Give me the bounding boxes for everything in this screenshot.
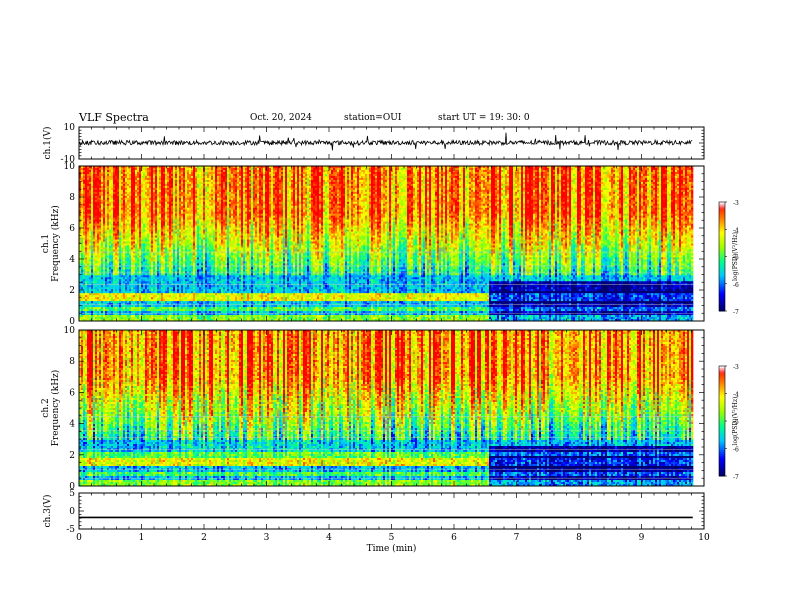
y-tick-label: -5: [66, 525, 75, 535]
y-axis-label: ch.3(V): [42, 495, 53, 528]
x-axis-label: Time (min): [367, 543, 417, 554]
y-tick-label: 0: [69, 482, 75, 492]
colorbar-tick-label: -5: [733, 419, 739, 426]
colorbar-tick-label: -3: [733, 364, 739, 371]
colorbar-tick-label: -5: [733, 255, 739, 262]
colorbar-ch1: [718, 201, 727, 312]
x-tick-label: 7: [514, 533, 520, 543]
y-tick-label: 4: [69, 255, 75, 265]
y-tick-label: 8: [69, 357, 75, 367]
start-time-label: start UT = 19: 30: 0: [438, 113, 530, 123]
y-tick-label: 0: [69, 317, 75, 327]
waveform-ch3-frame: [78, 492, 705, 530]
y-tick-label: 5: [69, 489, 75, 499]
figure-title: VLF Spectra: [79, 111, 149, 124]
waveform-ch1-trace: [78, 132, 693, 151]
y-tick-label: 10: [64, 162, 76, 172]
y-tick-label: 10: [64, 123, 76, 133]
colorbar-tick-label: -4: [733, 392, 739, 399]
colorbar-ch2: [718, 365, 727, 477]
x-tick-label: 0: [76, 533, 82, 543]
colorbar-tick-label: -7: [733, 474, 739, 481]
y-tick-label: 6: [69, 388, 75, 398]
x-tick-label: 9: [639, 533, 645, 543]
y-tick-label: 6: [69, 224, 75, 234]
x-tick-label: 2: [201, 533, 207, 543]
colorbar-tick-label: -6: [733, 282, 739, 289]
colorbar-tick-label: -3: [733, 200, 739, 207]
x-tick-label: 1: [139, 533, 145, 543]
x-tick-label: 6: [451, 533, 457, 543]
x-tick-label: 5: [389, 533, 395, 543]
colorbar-tick-label: -4: [733, 227, 739, 234]
y-axis-label-ch2: ch.2: [41, 398, 51, 417]
colorbar-tick-label: -6: [733, 447, 739, 454]
colorbar-label: log(PSD)(V²/Hz): [732, 397, 739, 446]
date-label: Oct. 20, 2024: [250, 113, 312, 123]
y-axis-label-ch1: ch.1: [41, 234, 51, 253]
x-tick-label: 10: [698, 533, 710, 543]
spectrogram-ch1-image: [79, 166, 704, 322]
spectrogram-ch2-image: [79, 330, 704, 487]
y-tick-label: 8: [69, 193, 75, 203]
x-tick-label: 3: [264, 533, 270, 543]
x-tick-label: 8: [576, 533, 582, 543]
colorbar-tick-label: -7: [733, 309, 739, 316]
y-tick-label: 2: [69, 451, 75, 461]
colorbar-label: log(PSD)(V²/Hz): [732, 232, 739, 281]
y-tick-label: -10: [61, 155, 76, 165]
y-axis-label-frequency: Frequency (kHz): [50, 205, 61, 282]
x-tick-label: 4: [326, 533, 332, 543]
y-axis-label-frequency: Frequency (kHz): [50, 370, 61, 447]
y-tick-label: 2: [69, 286, 75, 296]
y-axis-label: ch.1(V): [42, 127, 53, 160]
y-tick-label: 0: [69, 507, 75, 517]
y-tick-label: 4: [69, 420, 75, 430]
station-label: station=OUI: [344, 113, 401, 123]
y-tick-label: 10: [64, 326, 76, 336]
